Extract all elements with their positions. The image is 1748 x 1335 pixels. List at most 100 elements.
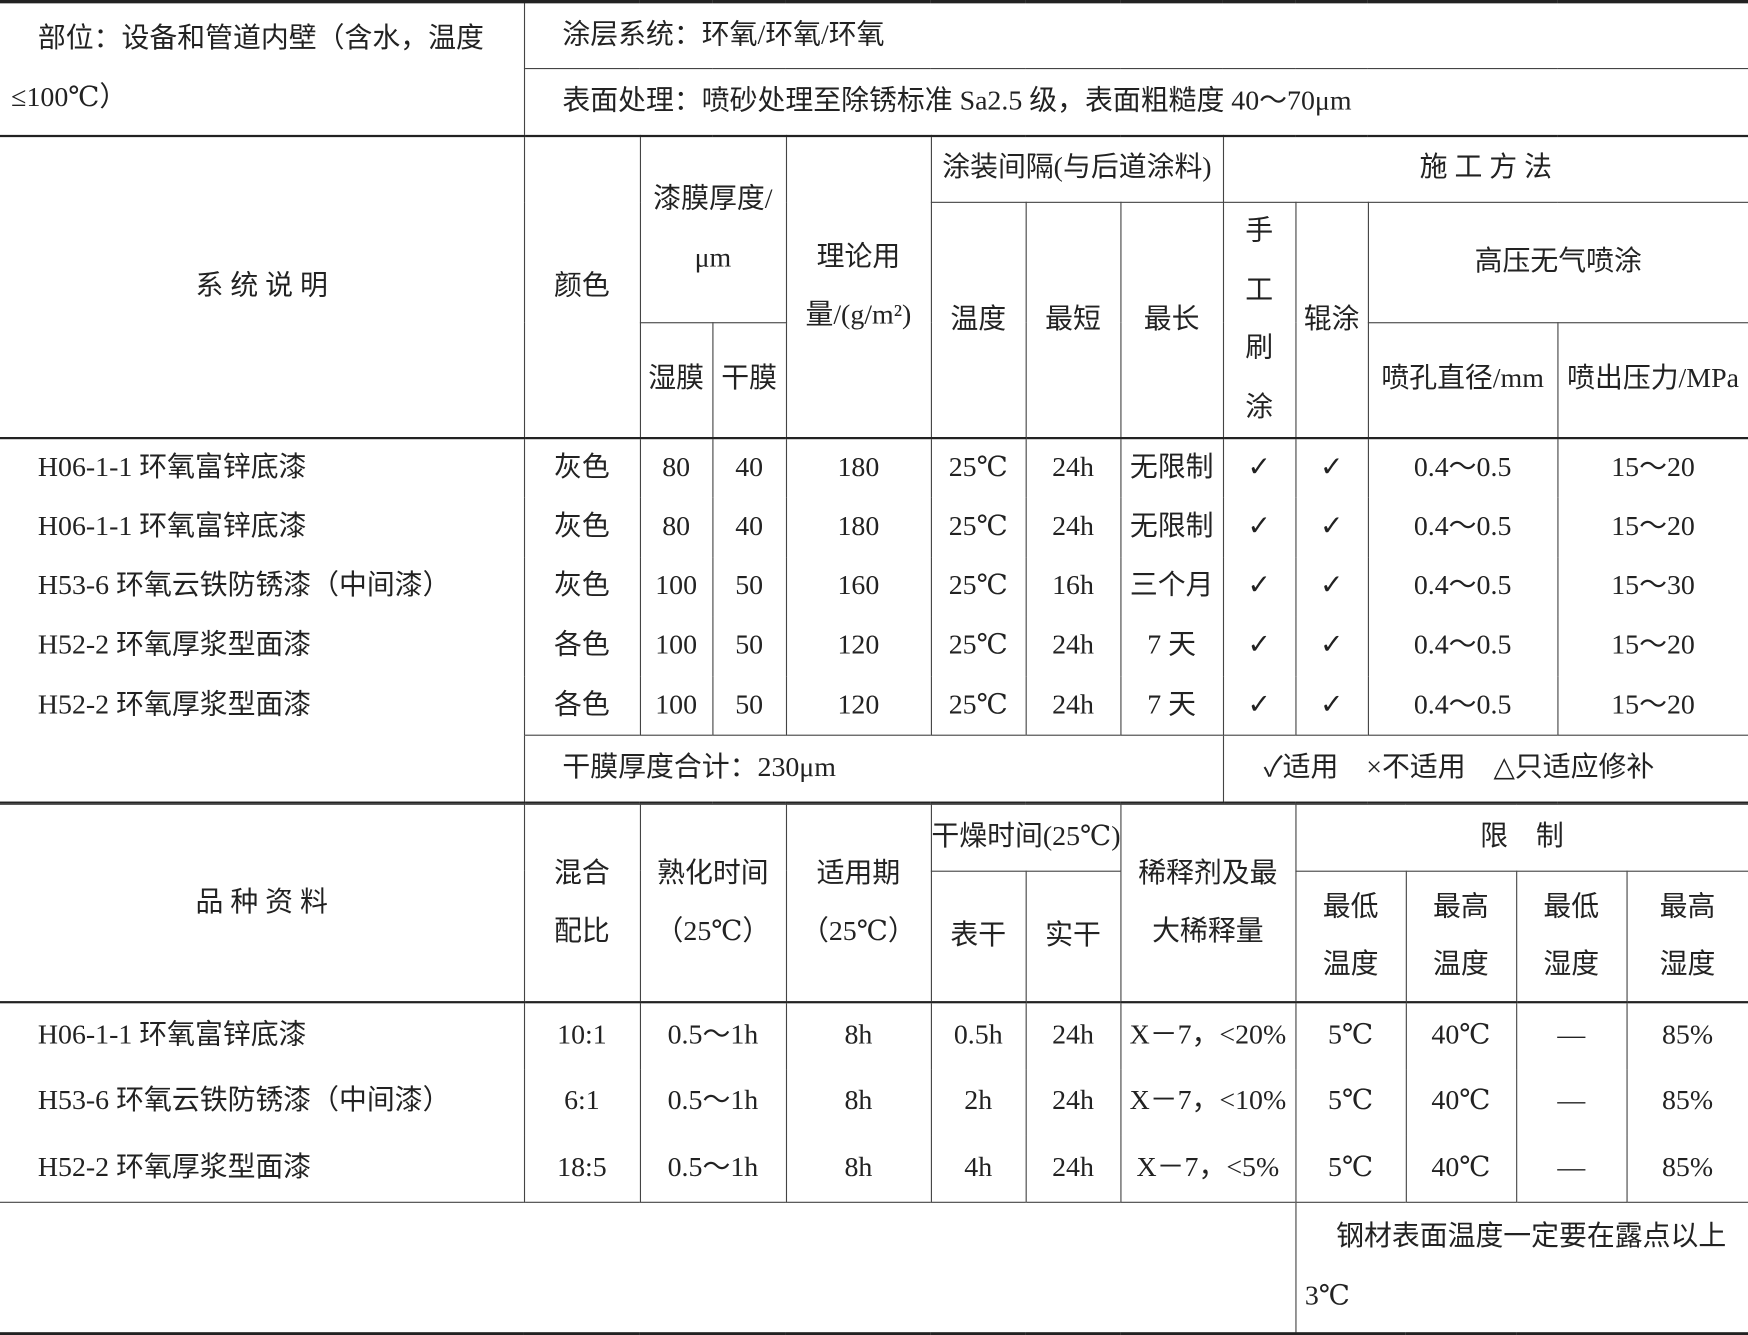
table-row: H52-2 环氧厚浆型面漆 各色 100 50 120 25℃ 24h 7 天 ✓ ✓ 0.4～0.… <box>0 676 1748 736</box>
table-cell: 100 <box>639 676 713 736</box>
header-max-hum: 最高湿度 <box>1625 870 1748 1004</box>
table-cell: 100 <box>639 557 713 617</box>
header-min-hum: 最低湿度 <box>1515 870 1628 1004</box>
header-desc: 系 统 说 明 <box>0 134 525 440</box>
table-cell: X－7，<5% <box>1119 1135 1296 1203</box>
header-thickness: 漆膜厚度/μm <box>639 134 787 323</box>
table-cell: 24h <box>1025 1002 1121 1070</box>
header-min: 最短 <box>1025 201 1121 440</box>
table-cell: 15～20 <box>1556 616 1748 677</box>
table-cell: 0.5h <box>930 1002 1027 1070</box>
table-cell: 24h <box>1025 438 1121 498</box>
product-data-table: 品 种 资 料 混合配比 熟化时间（25℃） 适用期（25℃） 干燥时间(25℃… <box>0 803 1748 1335</box>
table-row: H53-6 环氧云铁防锈漆（中间漆） 6:1 0.5～1h 8h 2h 24h X－7，<1… <box>0 1069 1748 1136</box>
table-cell: 100 <box>639 616 713 677</box>
header-mix: 混合配比 <box>523 803 641 1004</box>
table-cell: 40 <box>711 438 787 498</box>
table-cell: 无限制 <box>1119 438 1224 498</box>
product-name-cell: H52-2 环氧厚浆型面漆 <box>0 616 525 677</box>
table-cell: 2h <box>930 1069 1027 1136</box>
table-cell: ✓ <box>1294 616 1369 677</box>
header-brush: 手工刷涂 <box>1222 201 1296 440</box>
header-pressure: 喷出压力/MPa <box>1556 321 1748 440</box>
header-max-temp: 最高温度 <box>1405 870 1517 1004</box>
table-cell: ✓ <box>1294 497 1369 558</box>
coating-system-table: 部位：设备和管道内壁（含水，温度≤100℃） 涂层系统：环氧/环氧/环氧 表面处… <box>0 0 1748 804</box>
table-cell: 0.5～1h <box>639 1135 787 1203</box>
coating-system-cell: 涂层系统：环氧/环氧/环氧 <box>523 1 1748 70</box>
table-cell: 5℃ <box>1294 1069 1407 1136</box>
table-cell: 25℃ <box>930 676 1027 736</box>
table-cell: X－7，<20% <box>1119 1002 1296 1070</box>
table-cell: 5℃ <box>1294 1135 1407 1203</box>
table-cell: — <box>1515 1002 1628 1070</box>
header-dry: 干膜 <box>711 321 787 440</box>
table-cell: 40℃ <box>1405 1002 1517 1070</box>
legend: ✓适用 ×不适用 △只适应修补 <box>1222 735 1748 804</box>
table-cell: 灰色 <box>523 557 641 617</box>
table-cell: ✓ <box>1222 497 1296 558</box>
header-min-temp: 最低温度 <box>1294 870 1407 1004</box>
table-row: H06-1-1 环氧富锌底漆 灰色 80 40 180 25℃ 24h 无限制 ✓ ✓ 0.4～0.… <box>0 438 1748 498</box>
table-cell: ✓ <box>1294 676 1369 736</box>
table-cell: 灰色 <box>523 438 641 498</box>
table-cell: 8h <box>785 1002 932 1070</box>
table-cell: 85% <box>1625 1069 1748 1136</box>
product-name-cell: H06-1-1 环氧富锌底漆 <box>0 1002 525 1070</box>
product-name-cell: H06-1-1 环氧富锌底漆 <box>0 438 525 498</box>
table-cell: ✓ <box>1222 676 1296 736</box>
header-nozzle: 喷孔直径/mm <box>1367 321 1558 440</box>
header-roller: 辊涂 <box>1294 201 1369 440</box>
table-cell: 25℃ <box>930 497 1027 558</box>
table-cell: 0.4～0.5 <box>1367 438 1558 498</box>
table-cell: 50 <box>711 676 787 736</box>
table-cell: 24h <box>1025 676 1121 736</box>
product-name-cell: H53-6 环氧云铁防锈漆（中间漆） <box>0 557 525 617</box>
table-cell: X－7，<10% <box>1119 1069 1296 1136</box>
table-cell: 7 天 <box>1119 616 1224 677</box>
header-hard-dry: 实干 <box>1025 870 1121 1004</box>
header-drying: 干燥时间(25℃) <box>930 803 1121 872</box>
table-cell: 8h <box>785 1069 932 1136</box>
table-cell: ✓ <box>1222 616 1296 677</box>
table-cell: 灰色 <box>523 497 641 558</box>
table-cell: 15～20 <box>1556 438 1748 498</box>
header-interval: 涂装间隔(与后道涂料) <box>930 134 1224 203</box>
table-cell: 50 <box>711 616 787 677</box>
table-cell: 三个月 <box>1119 557 1224 617</box>
table-cell: 0.4～0.5 <box>1367 497 1558 558</box>
header-color: 颜色 <box>523 134 641 440</box>
table-cell: 40℃ <box>1405 1135 1517 1203</box>
table-row: H52-2 环氧厚浆型面漆 各色 100 50 120 25℃ 24h 7 天 ✓ ✓ 0.4～0.… <box>0 616 1748 677</box>
table-cell: 15～30 <box>1556 557 1748 617</box>
table-cell: 0.4～0.5 <box>1367 676 1558 736</box>
empty-cell <box>0 735 525 804</box>
empty-cell <box>0 1201 1296 1335</box>
header-surface-dry: 表干 <box>930 870 1027 1004</box>
header-potlife: 适用期（25℃） <box>785 803 932 1004</box>
table-cell: 24h <box>1025 497 1121 558</box>
table-cell: — <box>1515 1069 1628 1136</box>
table-cell: 40℃ <box>1405 1069 1517 1136</box>
table-cell: — <box>1515 1135 1628 1203</box>
product-name-cell: H52-2 环氧厚浆型面漆 <box>0 1135 525 1203</box>
table-cell: 180 <box>785 497 932 558</box>
table-cell: 各色 <box>523 676 641 736</box>
table-cell: 0.5～1h <box>639 1002 787 1070</box>
table-cell: 25℃ <box>930 557 1027 617</box>
table-cell: 各色 <box>523 616 641 677</box>
table-cell: 80 <box>639 438 713 498</box>
header-max: 最长 <box>1119 201 1224 440</box>
table-row: H52-2 环氧厚浆型面漆 18:5 0.5～1h 8h 4h 24h X－7，<5% 5℃ 4… <box>0 1135 1748 1203</box>
note: 钢材表面温度一定要在露点以上 3℃ <box>1294 1201 1748 1335</box>
table-cell: 5℃ <box>1294 1002 1407 1070</box>
table-cell: 120 <box>785 616 932 677</box>
table-cell: 40 <box>711 497 787 558</box>
table-cell: 50 <box>711 557 787 617</box>
total-thickness: 干膜厚度合计：230μm <box>523 735 1224 804</box>
table-cell: 18:5 <box>523 1135 641 1203</box>
table-cell: 10:1 <box>523 1002 641 1070</box>
header-method: 施 工 方 法 <box>1222 134 1748 203</box>
table-cell: 8h <box>785 1135 932 1203</box>
